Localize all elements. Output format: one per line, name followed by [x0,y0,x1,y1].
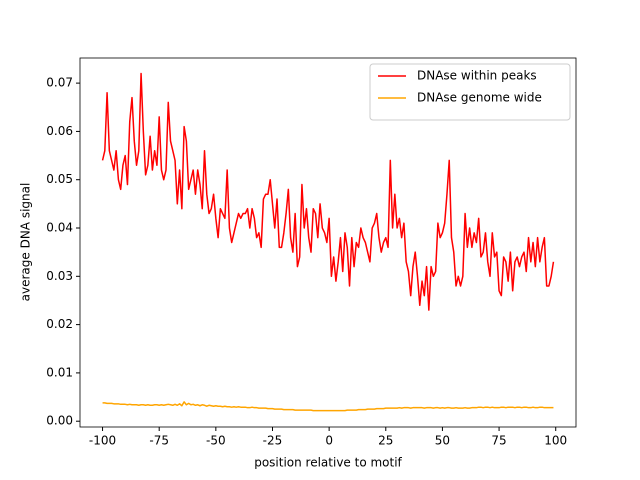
y-tick-label: 0.01 [46,365,73,379]
axes-frame [79,57,577,428]
x-tick-label: -100 [89,434,116,448]
legend-label: DNAse within peaks [417,69,537,83]
line-series [102,401,554,412]
x-tick-label: -25 [263,434,283,448]
x-tick-label: 50 [435,434,450,448]
x-axis-label: position relative to motif [254,456,402,470]
x-tick-label: 0 [325,434,333,448]
x-tick-label: -50 [206,434,226,448]
x-tick-label: 75 [491,434,506,448]
y-tick-label: 0.04 [46,221,73,235]
y-axis-label: average DNA signal [19,183,33,302]
y-tick-label: 0.07 [46,76,73,90]
line-series [101,72,555,311]
x-tick-label: -75 [149,434,169,448]
legend-box [369,63,571,121]
x-tick-label: 100 [544,434,567,448]
y-tick-label: 0.03 [46,269,73,283]
y-tick-label: 0.02 [46,317,73,331]
legend-label: DNAse genome wide [417,91,542,105]
y-tick-label: 0.06 [46,124,73,138]
y-tick-label: 0.05 [46,172,73,186]
y-tick-label: 0.00 [46,414,73,428]
x-tick-label: 25 [378,434,393,448]
